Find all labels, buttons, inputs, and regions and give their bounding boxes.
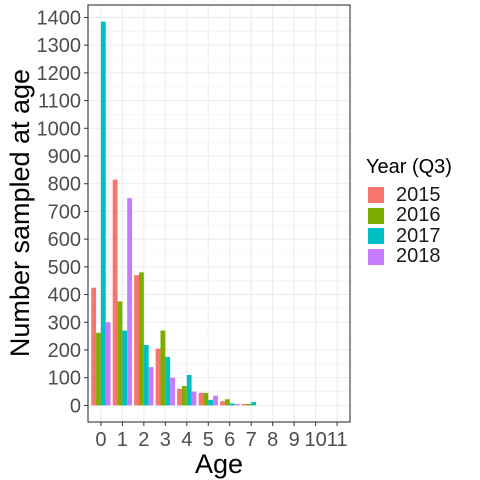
legend-label: 2017 — [396, 224, 441, 247]
legend-item-2016: 2016 — [366, 204, 452, 227]
legend-item-2018: 2018 — [366, 245, 452, 268]
bar-2015-age-2 — [134, 275, 140, 406]
legend-swatch — [368, 228, 384, 245]
bar-2018-age-4 — [191, 391, 197, 406]
x-axis: 0 1 2 3 4 5 6 7 8 9 10 11 — [95, 422, 347, 451]
bar-2015-age-4 — [177, 388, 182, 406]
y-tick-label: 200 — [48, 340, 81, 362]
bar-2017-age-6 — [229, 403, 235, 406]
legend-item-2015: 2015 — [366, 183, 452, 206]
legend-swatch — [368, 248, 384, 265]
bar-2016-age-3 — [160, 330, 166, 406]
y-tick-label: 600 — [48, 229, 81, 251]
legend-label: 2015 — [396, 183, 441, 206]
bar-2016-age-2 — [139, 272, 144, 406]
bar-2017-age-0 — [100, 21, 106, 406]
bar-2017-age-7 — [251, 402, 257, 406]
legend-swatch — [368, 207, 384, 224]
bar-2017-age-5 — [208, 399, 214, 406]
x-tick-label: 7 — [246, 429, 257, 451]
legend-item-2017: 2017 — [366, 224, 452, 247]
y-tick-label: 1400 — [37, 7, 82, 29]
bar-2017-age-3 — [165, 356, 171, 406]
y-tick-label: 500 — [48, 257, 81, 279]
y-tick-label: 300 — [48, 312, 81, 334]
x-axis-title: Age — [195, 449, 243, 479]
x-tick-label: 8 — [267, 429, 278, 451]
x-tick-label: 10 — [305, 429, 327, 451]
y-tick-label: 1300 — [37, 35, 82, 57]
bar-2016-age-6 — [224, 399, 230, 406]
y-tick-label: 1000 — [37, 118, 82, 140]
y-tick-label: 0 — [70, 395, 81, 417]
bar-2015-age-6 — [220, 401, 225, 406]
y-tick-label: 800 — [48, 174, 81, 196]
y-tick-label: 1200 — [37, 63, 82, 85]
y-tick-label: 100 — [48, 368, 81, 390]
bar-2016-age-1 — [117, 301, 123, 406]
bar-2015-age-5 — [198, 392, 204, 406]
x-tick-label: 4 — [181, 429, 192, 451]
legend-swatch — [368, 187, 384, 204]
x-tick-label: 11 — [327, 429, 348, 451]
x-tick-label: 2 — [138, 429, 149, 451]
x-tick-label: 5 — [203, 429, 214, 451]
bar-2015-age-3 — [155, 348, 161, 406]
x-tick-label: 6 — [224, 429, 235, 451]
x-tick-label: 9 — [289, 429, 300, 451]
bar-2017-age-1 — [122, 330, 128, 406]
bar-2018-age-6 — [234, 403, 240, 406]
legend: Year (Q3) 2015 2016 2017 2018 — [366, 156, 452, 267]
bar-2017-age-2 — [143, 344, 149, 406]
y-tick-label: 900 — [48, 146, 81, 168]
x-tick-label: 0 — [95, 429, 106, 451]
bar-2015-age-0 — [91, 287, 97, 406]
y-axis-title: Number sampled at age — [5, 69, 35, 357]
legend-label: 2016 — [396, 204, 441, 227]
y-tick-label: 700 — [48, 201, 81, 223]
x-tick-label: 1 — [117, 429, 128, 451]
bar-2018-age-2 — [148, 367, 154, 406]
panel-border — [87, 4, 351, 423]
bar-2015-age-7 — [241, 403, 247, 406]
bar-2016-age-4 — [181, 385, 187, 406]
y-tick-label: 400 — [48, 285, 81, 307]
bar-2018-age-1 — [127, 198, 133, 406]
plot-panel — [87, 4, 351, 423]
bar-2017-age-4 — [186, 374, 192, 406]
legend-label: 2018 — [396, 245, 441, 268]
y-tick-label: 1100 — [38, 91, 81, 113]
y-axis: 0 100 200 300 400 500 600 700 800 900 1000 1100 1200… — [37, 7, 88, 417]
bar-2016-age-5 — [203, 392, 209, 406]
legend-title: Year (Q3) — [366, 156, 452, 178]
bar-2018-age-5 — [213, 395, 218, 406]
bar-2015-age-1 — [112, 179, 118, 406]
bar-2018-age-3 — [170, 377, 175, 406]
bar-2018-age-0 — [105, 322, 111, 406]
bar-2016-age-7 — [246, 403, 252, 406]
bar-2016-age-0 — [96, 332, 101, 406]
x-tick-label: 3 — [160, 429, 171, 451]
